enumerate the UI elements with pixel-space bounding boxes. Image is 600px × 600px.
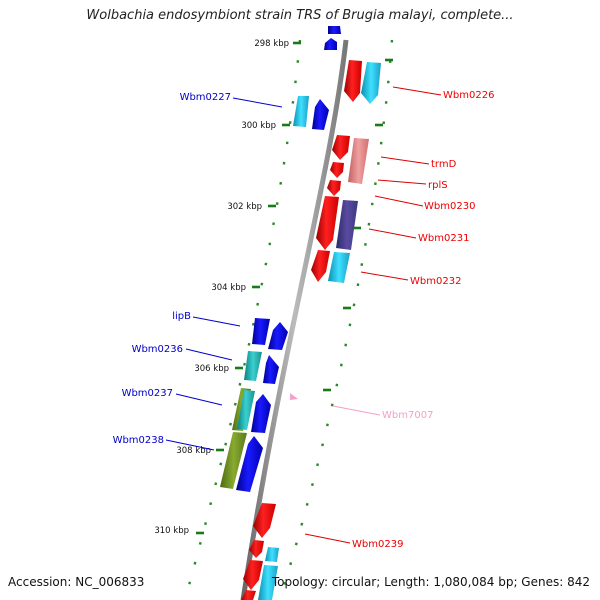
gene-label-wbm0239[interactable]: Wbm0239	[352, 539, 403, 550]
leader-wbm0231	[368, 228, 417, 239]
gene-arrow-wbm0226-b[interactable]	[361, 62, 381, 104]
gene-arrow-wbm0237-c[interactable]	[251, 394, 271, 433]
gene-arrow-wbm0239-d[interactable]	[265, 547, 279, 562]
topology-summary: Topology: circular; Length: 1,080,084 bp…	[271, 575, 590, 589]
gene-arrow-wbm0238-b[interactable]	[236, 436, 263, 492]
gene-arrow-wbm0239-e[interactable]	[258, 565, 278, 600]
tick-label-302: 302 kbp	[227, 202, 262, 212]
gene-arrow-top-small-b[interactable]	[324, 38, 337, 50]
gene-label-rpls[interactable]: rplS	[428, 180, 448, 191]
gene-arrow-rpls[interactable]	[330, 162, 344, 178]
gene-arrow-trmd-b[interactable]	[348, 138, 369, 184]
tick-label-308: 308 kbp	[176, 446, 211, 456]
gene-arrow-top-small-a[interactable]	[328, 26, 341, 34]
page-title: Wolbachia endosymbiont strain TRS of Bru…	[86, 8, 514, 23]
tick-label-306: 306 kbp	[194, 364, 229, 374]
gene-arrow-wbm0239-b[interactable]	[249, 540, 264, 558]
gene-arrow-wbm0236-b[interactable]	[263, 355, 279, 384]
gene-arrow-wbm0236[interactable]	[244, 351, 262, 381]
leader-wbm0230	[374, 195, 424, 207]
gene-label-wbm0227[interactable]: Wbm0227	[180, 92, 231, 103]
kbp-ticks	[196, 41, 393, 535]
gene-arrow-wbm0232-b[interactable]	[328, 252, 350, 283]
kbp-tick-labels: 298 kbp 300 kbp 302 kbp 304 kbp 306 kbp …	[154, 39, 289, 536]
gene-label-wbm0232[interactable]: Wbm0232	[410, 276, 461, 287]
leader-wbm0237	[175, 393, 223, 406]
reverse-strand-genes	[220, 96, 329, 492]
gene-label-wbm0236[interactable]: Wbm0236	[132, 344, 183, 355]
label-leader-lines	[165, 86, 442, 544]
tick-label-304: 304 kbp	[211, 283, 246, 293]
leader-wbm0236	[185, 348, 233, 361]
gene-arrow-wbm0231[interactable]	[336, 200, 358, 250]
accession-label: Accession: NC_006833	[8, 575, 145, 589]
gene-label-wbm0231[interactable]: Wbm0231	[418, 233, 469, 244]
gene-arrow-wbm0239-c[interactable]	[243, 560, 263, 590]
leader-lipb	[192, 316, 241, 327]
gene-arrow-wbm0227[interactable]	[293, 96, 309, 127]
gene-labels: Wbm0226 Wbm0227 trmD rplS Wbm0230 Wbm023…	[113, 90, 495, 550]
gene-label-trmd[interactable]: trmD	[431, 159, 457, 170]
outer-track-right	[278, 39, 394, 600]
gene-arrow-lipb-b[interactable]	[268, 322, 288, 350]
gene-arrow-wbm0239[interactable]	[253, 503, 276, 538]
leader-wbm0232	[360, 271, 409, 281]
outer-track-left	[183, 39, 302, 600]
forward-strand-genes	[241, 26, 381, 600]
leader-wbm0226	[392, 86, 442, 96]
gene-arrow-wbm0238[interactable]	[220, 432, 247, 489]
gene-arrow-wbm0230[interactable]	[316, 196, 339, 250]
gene-label-wbm0230[interactable]: Wbm0230	[424, 201, 475, 212]
gene-label-lipb[interactable]: lipB	[172, 311, 191, 322]
leader-rpls	[377, 179, 427, 185]
gene-label-wbm0237[interactable]: Wbm0237	[122, 388, 173, 399]
gene-arrow-wbm0232[interactable]	[311, 250, 330, 282]
gene-arrow-wbm0226[interactable]	[344, 60, 362, 102]
gene-arrow-wbm7007[interactable]	[290, 393, 298, 400]
leader-wbm0227	[232, 97, 283, 108]
leader-wbm7007	[332, 405, 381, 416]
gene-label-wbm0226[interactable]: Wbm0226	[443, 90, 494, 101]
gene-arrow-lipb[interactable]	[252, 318, 270, 345]
genome-backbone	[240, 39, 349, 600]
gene-arrow-wbm0227-b[interactable]	[312, 99, 329, 130]
leader-wbm0239	[304, 533, 351, 544]
leader-wbm0238	[165, 439, 215, 451]
gene-arrow-trmd[interactable]	[332, 135, 350, 160]
leader-trmd	[380, 156, 430, 165]
gene-arrow-bottom[interactable]	[241, 590, 256, 600]
tick-label-298: 298 kbp	[254, 39, 289, 49]
tick-label-300: 300 kbp	[241, 121, 276, 131]
gene-label-wbm0238[interactable]: Wbm0238	[113, 435, 164, 446]
gene-label-wbm7007[interactable]: Wbm7007	[382, 410, 433, 421]
gene-arrow-rpls-b[interactable]	[327, 180, 341, 196]
gene-arrow-wbm0237-b[interactable]	[237, 390, 255, 430]
tick-label-310: 310 kbp	[154, 526, 189, 536]
